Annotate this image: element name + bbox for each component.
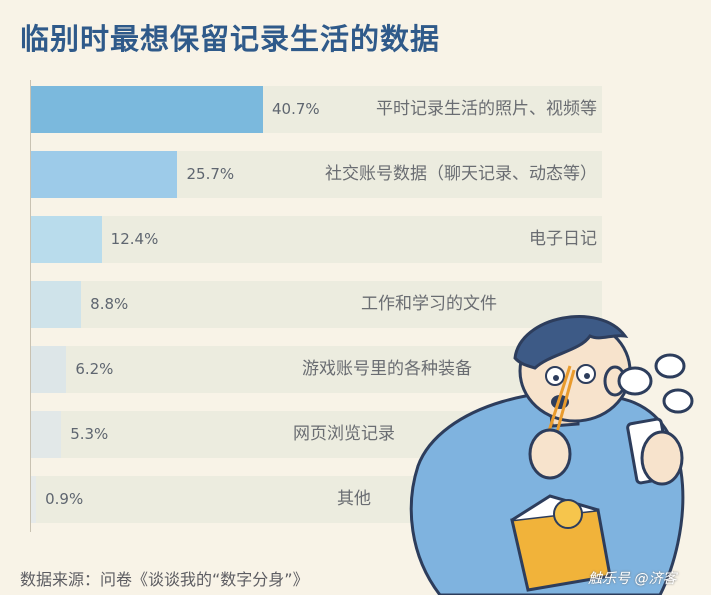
category-label: 游戏账号里的各种装备	[302, 359, 472, 379]
person-eating-illustration	[409, 314, 694, 595]
bar	[31, 346, 67, 393]
chart-title: 临别时最想保留记录生活的数据	[20, 22, 441, 56]
value-label: 5.3%	[70, 425, 109, 443]
category-label: 电子日记	[529, 229, 597, 249]
bar-row: 6.2% 游戏账号里的各种装备	[31, 346, 602, 393]
value-label: 25.7%	[186, 165, 235, 183]
value-label: 12.4%	[110, 230, 159, 248]
category-label: 其他	[337, 489, 371, 509]
bar-row: 40.7% 平时记录生活的照片、视频等	[31, 86, 602, 133]
bar	[31, 411, 62, 458]
value-label: 0.9%	[45, 490, 84, 508]
bar-row: 25.7% 社交账号数据（聊天记录、动态等）	[31, 151, 602, 198]
category-label: 工作和学习的文件	[361, 294, 497, 314]
value-label: 40.7%	[272, 100, 320, 118]
bar-row: 12.4% 电子日记	[31, 216, 602, 263]
category-label: 社交账号数据（聊天记录、动态等）	[325, 164, 597, 184]
value-label: 6.2%	[75, 360, 114, 378]
category-label: 平时记录生活的照片、视频等	[376, 99, 597, 119]
watermark-text: 触乐号 @济客	[588, 571, 677, 587]
bar	[31, 476, 37, 523]
data-source: 数据来源：问卷《谈谈我的“数字分身”》	[20, 570, 309, 589]
value-label: 8.8%	[90, 295, 129, 313]
bar	[31, 281, 82, 328]
bar	[31, 86, 263, 133]
bar	[31, 151, 178, 198]
bar	[31, 216, 102, 263]
category-label: 网页浏览记录	[293, 424, 395, 444]
y-axis-line	[30, 80, 31, 532]
bar-row: 8.8% 工作和学习的文件	[31, 281, 602, 328]
